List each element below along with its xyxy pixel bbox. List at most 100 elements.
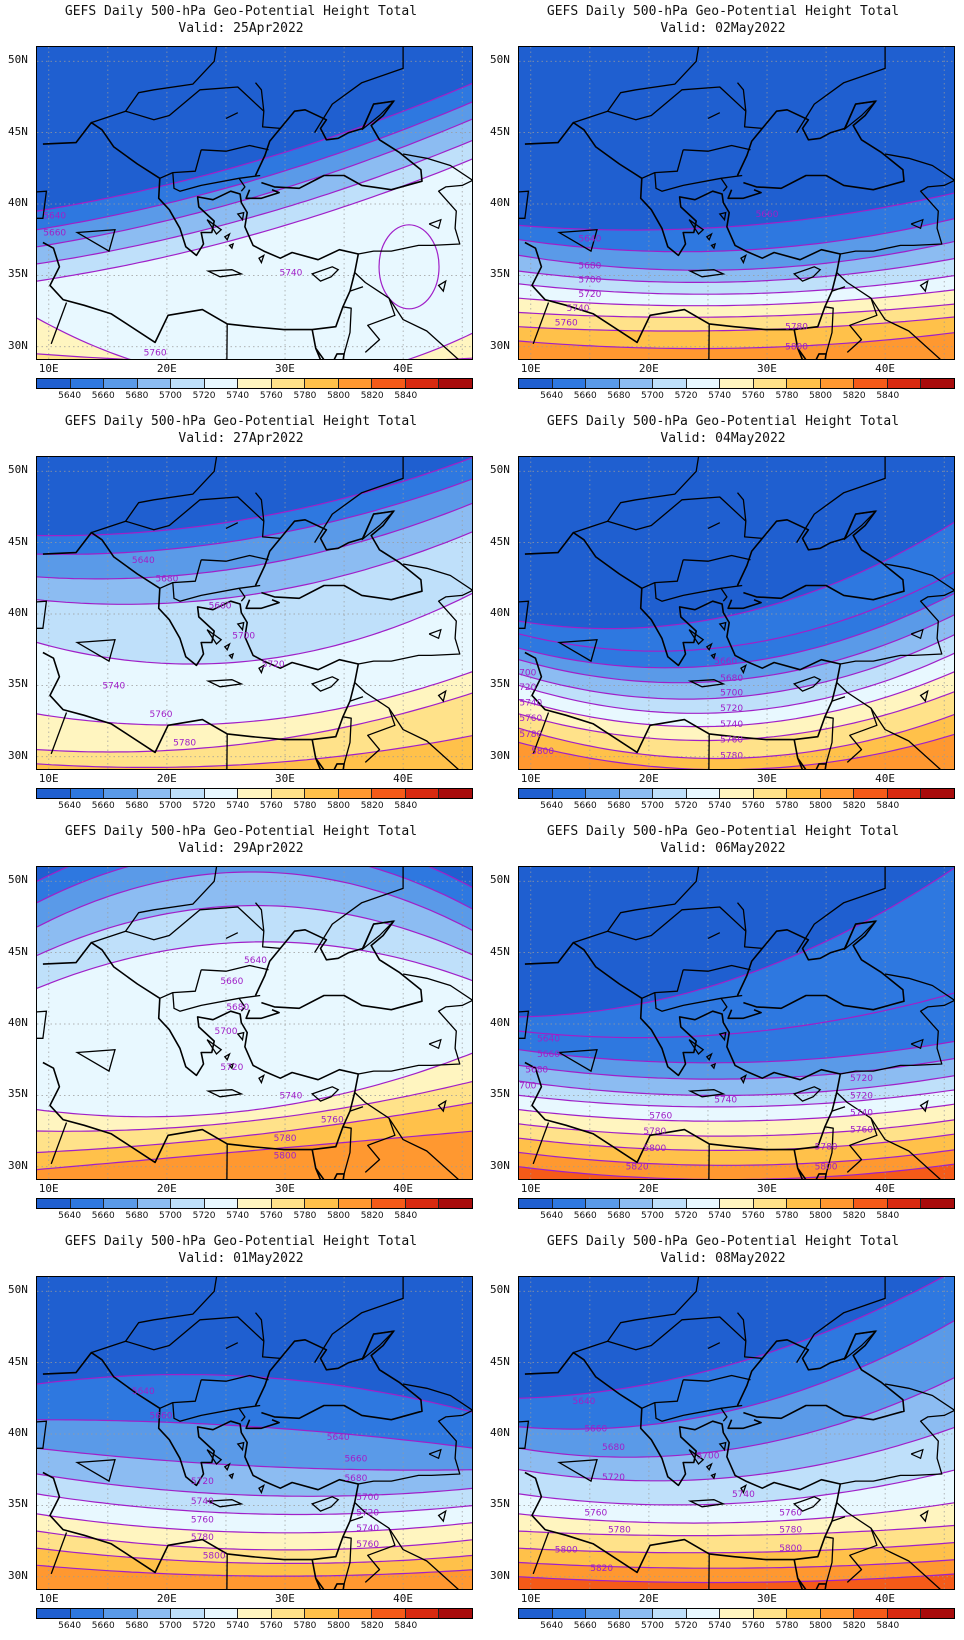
colorbar-swatch [686, 789, 721, 798]
island-outline [258, 253, 265, 265]
contour-label: 5800 [785, 343, 808, 353]
contour-label: 5740 [567, 304, 590, 314]
latitude-label: 35N [490, 1497, 510, 1511]
country-border [50, 302, 68, 345]
colorbar-swatch [787, 1199, 821, 1208]
island-outline [740, 663, 747, 675]
contour-label: 5660 [714, 657, 737, 667]
country-border [796, 47, 886, 133]
country-border [607, 867, 700, 932]
colorbar-swatch [405, 1199, 440, 1208]
height-contour [37, 1080, 472, 1132]
height-contour [519, 1524, 954, 1537]
height-contour [519, 303, 954, 318]
height-contour [37, 82, 472, 212]
height-map-svg: 5640 5660 5680 5700 5720 5740 5760 5780 5800 [37, 867, 472, 1179]
longitude-label: 30E [757, 362, 777, 375]
contour-label: 5700 [215, 1027, 238, 1037]
longitude-label: 30E [757, 772, 777, 785]
coastline [524, 121, 842, 344]
island-outline [740, 1483, 747, 1495]
height-contour [519, 1320, 954, 1430]
latitude-label: 45N [490, 124, 510, 138]
height-band [37, 693, 472, 769]
country-border [708, 1143, 710, 1179]
coastline [727, 188, 762, 200]
height-contour [519, 1559, 954, 1569]
colorbar-label: 5840 [394, 1621, 418, 1631]
country-border [402, 973, 472, 1001]
longitude-label: 30E [275, 1592, 295, 1605]
country-border [255, 902, 265, 932]
colorbar-swatch [619, 379, 654, 388]
longitude-label: 20E [638, 772, 659, 785]
colorbar-swatch [720, 789, 754, 798]
island-outline [687, 269, 726, 278]
country-border [573, 1316, 763, 1360]
colorbar-swatch [753, 379, 788, 388]
forecast-panel: GEFS Daily 500-hPa Geo-Potential Height … [0, 820, 482, 1230]
panel-title: GEFS Daily 500-hPa Geo-Potential Height … [64, 4, 418, 19]
colorbar-label: 5820 [842, 1621, 866, 1631]
country-border [884, 1383, 954, 1411]
island-outline [687, 679, 726, 688]
country-border [737, 492, 747, 522]
height-map: 5640 5660 5680 5700 5720 5740 5760 5780 5800 [36, 866, 473, 1180]
country-border [654, 992, 743, 1012]
country-border [349, 286, 364, 292]
colorbar-label: 5800 [809, 1621, 832, 1631]
colorbar-label: 5680 [607, 801, 631, 811]
colorbar-label: 5760 [259, 801, 283, 811]
country-border [654, 1402, 743, 1422]
country-border [720, 997, 728, 1012]
height-band [519, 332, 954, 359]
colorbar-swatch [854, 789, 888, 798]
island-outline [718, 211, 727, 222]
height-contour [37, 735, 472, 768]
colorbar-swatch [619, 1199, 654, 1208]
contour-label: 5760 [584, 1509, 607, 1519]
country-border [824, 716, 834, 765]
contour-label: 5740 [279, 1091, 302, 1101]
country-border [683, 1374, 751, 1382]
coastline [727, 598, 762, 610]
contour-label: 5720 [850, 1091, 873, 1101]
colorbar-swatch [405, 379, 440, 388]
colorbar-swatch [686, 1199, 721, 1208]
country-border [683, 554, 751, 562]
country-border [125, 1277, 218, 1342]
island-outline [740, 253, 747, 265]
country-border [840, 589, 954, 665]
country-border [159, 559, 202, 589]
colorbar-label: 5640 [540, 1621, 564, 1631]
colorbar [518, 1608, 955, 1619]
colorbar-label: 5640 [58, 391, 82, 401]
colorbar-swatch [787, 379, 821, 388]
latitude-label: 40N [490, 1016, 510, 1029]
colorbar-label: 5660 [91, 801, 115, 811]
forecast-panel: GEFS Daily 500-hPa Geo-Potential Height … [0, 410, 482, 820]
height-contour [37, 353, 472, 359]
colorbar-swatch [271, 379, 306, 388]
island-outline [919, 689, 929, 703]
shore-outline [428, 1448, 442, 1460]
island-outline [228, 242, 235, 250]
height-contour [519, 733, 954, 769]
island-outline [223, 232, 231, 241]
country-border [641, 1379, 684, 1409]
country-border [125, 47, 218, 112]
height-contour [37, 1513, 472, 1534]
colorbar-label: 5840 [876, 1621, 900, 1631]
island-outline [687, 1089, 726, 1098]
height-contour [519, 521, 954, 630]
latitude-label: 50N [8, 1283, 28, 1297]
country-border [342, 306, 352, 355]
height-map: 5660 5700 5680 5720 5700 5740 5720 5760 5740 5780… [518, 456, 955, 770]
contour-label: 5760 [720, 736, 743, 746]
island-outline [258, 1483, 265, 1495]
colorbar-label: 5820 [360, 391, 384, 401]
longitude-label: 10E [38, 362, 59, 375]
colorbar-swatch [439, 1609, 472, 1618]
country-border [364, 707, 396, 763]
